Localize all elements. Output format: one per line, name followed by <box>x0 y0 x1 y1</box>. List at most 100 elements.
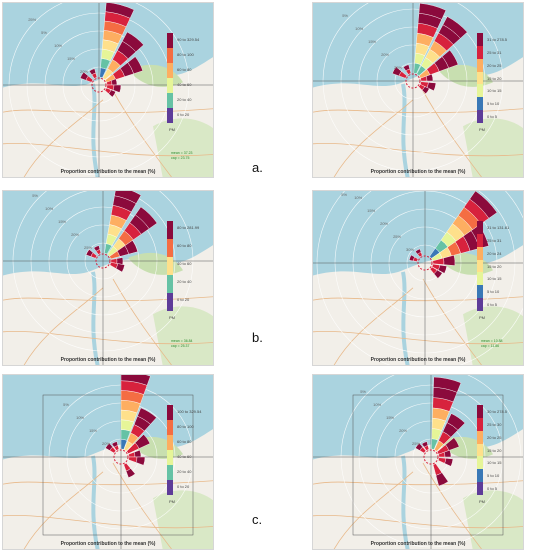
legend-row: 5 to 10 <box>477 285 523 299</box>
stats-label: mean = 36.84 <box>171 339 193 343</box>
park-area <box>153 118 213 177</box>
road <box>3 143 213 157</box>
legend-swatch <box>167 405 173 420</box>
ring-label: 25% <box>84 245 93 251</box>
legend-label: 0 to 5 <box>487 302 498 308</box>
rose-petal-band <box>433 269 443 279</box>
legend-label: 0 to 20 <box>177 297 190 302</box>
road <box>333 287 414 365</box>
panel-group-letter: b. <box>252 330 263 345</box>
rose-petal-band <box>112 84 122 93</box>
legend-swatch <box>477 272 483 286</box>
stats-label: mean = 10.88 <box>481 339 503 343</box>
legend-row: 0 to 5 <box>477 298 523 311</box>
ring-label: 10% <box>354 195 363 201</box>
legend-row: 30 to 278.5 <box>477 405 523 418</box>
river <box>401 83 410 177</box>
legend-label: 60 to 80 <box>177 67 192 72</box>
panel-group-letter: a. <box>252 160 263 175</box>
rose-petal-band <box>443 449 452 458</box>
ring-label: 5% <box>360 389 366 395</box>
legend-row: 0 to 20 <box>167 480 213 495</box>
rose-petal-band <box>127 56 144 74</box>
rose-center-ring <box>91 77 107 93</box>
road <box>112 90 172 177</box>
legend-row: 15 to 20 <box>477 71 523 85</box>
legend-swatch <box>167 108 173 123</box>
road <box>313 515 523 529</box>
legend-row: 40 to 60 <box>167 78 213 93</box>
legend-label: 60 to 80 <box>177 243 192 248</box>
ring-label: 20% <box>381 52 390 58</box>
map-panel: 25% 20% 15% 10% 5% 30 to 278.5 25 to 30 20 to 2… <box>312 374 524 550</box>
rose-petal-band <box>105 3 135 19</box>
legend-row: 31 to 131.61 <box>477 221 523 234</box>
panel-caption: Proportion contribution to the mean (%) <box>60 357 156 363</box>
rose-petal-band <box>409 254 415 262</box>
rose-petal-band <box>108 89 116 98</box>
ring-label: 15% <box>89 428 98 434</box>
legend-label: 15 to 20 <box>487 263 502 269</box>
legend-swatch <box>477 405 483 418</box>
road <box>333 99 414 177</box>
legend-row: 5 to 10 <box>477 97 523 111</box>
legend-row: 20 to 40 <box>167 93 213 108</box>
legend-label: 20 to 40 <box>177 469 192 474</box>
road <box>23 99 104 177</box>
ring-label: 10% <box>76 415 85 421</box>
river <box>91 83 100 177</box>
legend-row: 0 to 20 <box>167 293 213 311</box>
legend-row: 0 to 5 <box>477 482 523 495</box>
map-panel: 25% 20% 15% 10% 5% 31 to 278.5 25 to 31 20 to 2… <box>312 2 524 178</box>
rose-petal-band <box>418 3 447 20</box>
panel-group-letter: c. <box>252 512 263 527</box>
rose-petal-band <box>122 31 144 53</box>
rose-petal-band <box>79 71 89 81</box>
ring-label: 15% <box>67 56 76 62</box>
ring-label: 25% <box>28 17 37 23</box>
ring-label: 30% <box>406 247 415 253</box>
legend-swatch <box>477 259 483 273</box>
legend-swatch <box>477 285 483 299</box>
legend-label: 0 to 20 <box>177 112 190 117</box>
rose-petal-band <box>415 442 423 451</box>
legend-swatch <box>477 58 483 72</box>
legend-row: 15 to 20 <box>477 259 523 273</box>
rose-petal-band <box>442 16 468 39</box>
ring-label: 20% <box>80 69 89 75</box>
legend-unit: PM <box>169 499 175 504</box>
ring-label: 10% <box>54 43 63 49</box>
rose-center-ring <box>405 73 421 89</box>
legend-row: 90 to 329.54 <box>167 33 213 48</box>
legend-swatch <box>477 71 483 85</box>
legend-swatch <box>167 480 173 495</box>
map-panel: 25% 20% 15% 10% 5% 80 to 281.99 60 to 80 40 to … <box>2 190 214 366</box>
legend-label: 20 to 25 <box>487 62 502 68</box>
legend-swatch <box>477 84 483 98</box>
legend-swatch <box>477 456 483 470</box>
legend-label: 60 to 80 <box>177 439 192 444</box>
road <box>112 462 172 549</box>
road <box>422 462 482 549</box>
road <box>3 515 213 529</box>
legend-row: 60 to 80 <box>167 435 213 450</box>
legend-swatch <box>477 430 483 444</box>
panel-caption: Proportion contribution to the mean (%) <box>370 357 466 363</box>
legend-label: 5 to 10 <box>487 289 500 295</box>
ring-label: 10% <box>45 206 54 212</box>
rose-petal-band <box>88 68 97 76</box>
legend: 100 to 329.54 80 to 100 60 to 80 40 to 60 20… <box>167 405 213 495</box>
legend-label: 15 to 20 <box>487 447 502 453</box>
legend-label: 5 to 10 <box>487 101 500 107</box>
rose-petal-band <box>402 64 411 72</box>
road <box>313 143 523 157</box>
legend-swatch <box>477 45 483 59</box>
legend-label: 31 to 278.5 <box>487 37 508 42</box>
legend-row: 0 to 5 <box>477 110 523 123</box>
map-svg <box>3 375 213 549</box>
ring-label: 5% <box>63 402 69 408</box>
ring-label: 5% <box>341 192 348 197</box>
ring-label: 20% <box>102 441 111 447</box>
park-area <box>463 118 523 177</box>
legend-row: 20 to 25 <box>477 430 523 444</box>
